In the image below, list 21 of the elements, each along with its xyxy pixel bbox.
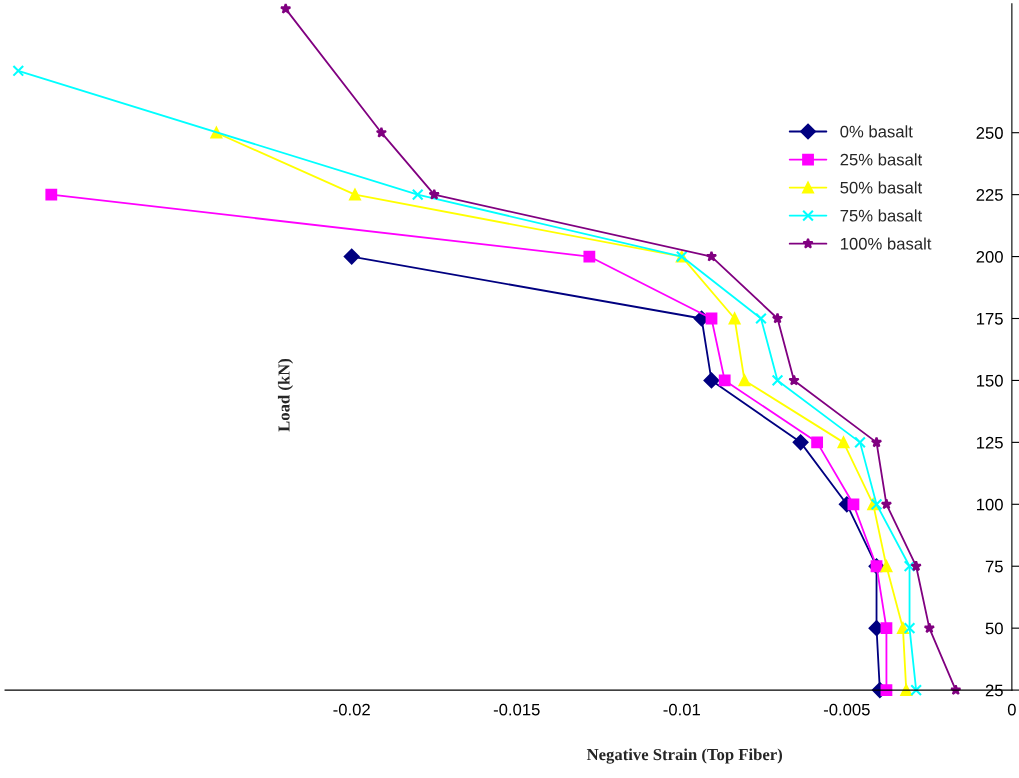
legend-label: 75% basalt (840, 209, 923, 222)
y-tick-label: 175 (977, 313, 1003, 325)
x-tick-label: -0.015 (493, 703, 540, 716)
x-tick-label: -0.01 (663, 703, 700, 716)
legend-label: 100% basalt (840, 237, 932, 250)
y-tick-label: 200 (976, 250, 1003, 263)
legend-label: 0% basalt (840, 125, 913, 138)
legend-label: 25% basalt (840, 153, 923, 166)
x-tick-label: 0 (1007, 703, 1016, 716)
y-tick-label: 250 (976, 127, 1003, 139)
y-tick-label: 50 (985, 622, 1003, 635)
y-tick-label: 75 (985, 560, 1003, 573)
x-tick-label: -0.005 (823, 703, 870, 716)
x-tick-label: -0.02 (333, 703, 370, 716)
y-tick-label: 225 (976, 189, 1003, 201)
x-axis-title: Negative Strain (Top Fiber) (586, 748, 782, 764)
legend-label: 50% basalt (840, 181, 923, 194)
y-tick-label: 150 (977, 374, 1003, 387)
y-tick-label: 100 (977, 498, 1003, 511)
y-axis-title: Load (kN) (277, 358, 294, 432)
y-tick-label: 125 (977, 436, 1003, 449)
